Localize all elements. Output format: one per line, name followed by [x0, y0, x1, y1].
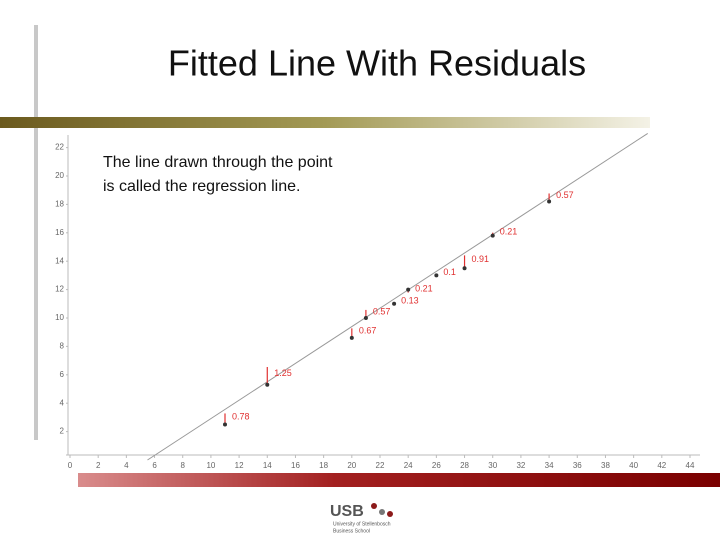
y-tick-label: 10 — [55, 313, 64, 322]
y-tick-label: 4 — [60, 398, 65, 407]
x-tick-label: 20 — [347, 461, 356, 470]
point — [349, 335, 354, 340]
y-tick-label: 18 — [55, 200, 64, 209]
y-tick-label: 6 — [60, 370, 65, 379]
annotation: is called the regression line. — [103, 178, 300, 195]
fitted-line — [147, 132, 649, 461]
x-tick-label: 4 — [124, 461, 129, 470]
x-tick-label: 12 — [235, 461, 244, 470]
x-tick-label: 10 — [206, 461, 215, 470]
point — [406, 287, 411, 292]
x-tick-label: 0 — [68, 461, 73, 470]
residual-label: 0.1 — [443, 267, 456, 277]
point — [392, 301, 397, 306]
point — [490, 233, 495, 238]
residual-label: 0.78 — [232, 411, 250, 421]
y-tick-label: 16 — [55, 228, 64, 237]
x-tick-label: 38 — [601, 461, 610, 470]
y-tick-label: 12 — [55, 285, 64, 294]
x-tick-label: 14 — [263, 461, 272, 470]
x-tick-label: 22 — [376, 461, 385, 470]
residual-label: 0.57 — [556, 190, 574, 200]
x-tick-label: 34 — [545, 461, 554, 470]
x-tick-label: 30 — [488, 461, 497, 470]
y-tick-label: 20 — [55, 171, 64, 180]
point — [265, 382, 270, 387]
point — [363, 316, 368, 320]
residual-label: 0.67 — [359, 325, 377, 335]
x-tick-label: 42 — [657, 461, 666, 470]
point — [434, 273, 439, 278]
residual-label: 1.25 — [274, 368, 292, 378]
residual-label: 0.13 — [401, 295, 419, 305]
slide-title: Fitted Line With Residuals — [168, 43, 586, 84]
x-tick-label: 24 — [404, 461, 413, 470]
logo-text: University of Stellenbosch — [333, 521, 391, 527]
logo-dot — [371, 503, 377, 509]
point — [547, 199, 552, 204]
logo-text: Business School — [333, 528, 370, 534]
residual-label: 0.21 — [415, 283, 433, 293]
footer-bar — [78, 473, 720, 487]
x-tick-label: 36 — [573, 461, 582, 470]
x-tick-label: 44 — [686, 461, 695, 470]
annotation: The line drawn through the point — [103, 154, 333, 171]
residual-label: 0.91 — [472, 254, 490, 264]
x-tick-label: 8 — [181, 461, 186, 470]
side-rule — [34, 25, 38, 440]
point — [462, 266, 467, 271]
x-tick-label: 18 — [319, 461, 328, 470]
x-tick-label: 26 — [432, 461, 441, 470]
y-tick-label: 2 — [60, 427, 65, 436]
residual-label: 0.57 — [373, 306, 391, 316]
logo-dot — [379, 509, 385, 515]
x-tick-label: 2 — [96, 461, 101, 470]
header-bar — [0, 117, 650, 128]
y-tick-label: 8 — [60, 342, 65, 351]
y-tick-label: 14 — [55, 256, 64, 265]
x-tick-label: 28 — [460, 461, 469, 470]
y-tick-label: 22 — [55, 143, 64, 152]
x-tick-label: 16 — [291, 461, 300, 470]
x-tick-label: 32 — [516, 461, 525, 470]
logo: USB — [330, 503, 364, 520]
point — [223, 422, 227, 427]
residual-label: 0.21 — [500, 227, 518, 237]
logo-dot — [387, 511, 393, 517]
x-tick-label: 6 — [152, 461, 157, 470]
x-tick-label: 40 — [629, 461, 638, 470]
